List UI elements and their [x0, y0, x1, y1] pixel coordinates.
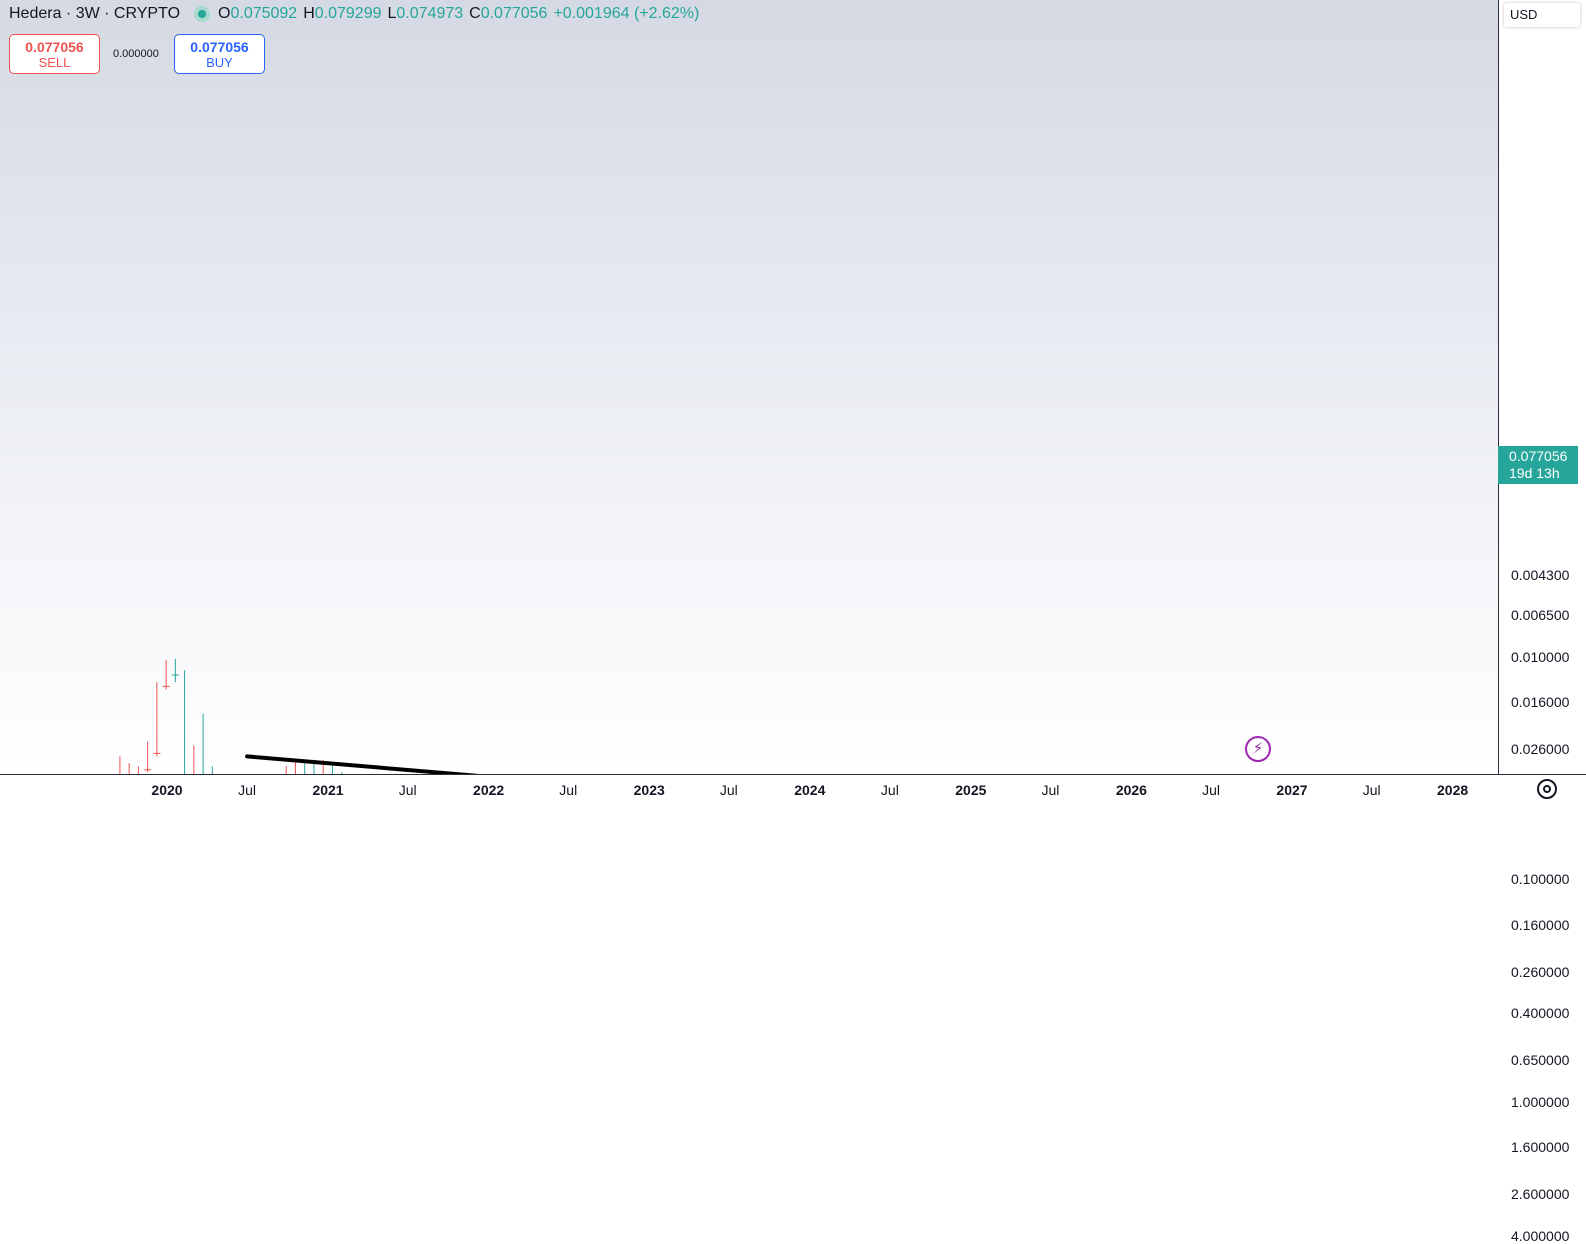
last-price-value: 0.077056	[1509, 448, 1568, 464]
candle	[285, 766, 287, 774]
buy-price: 0.077056	[190, 39, 249, 55]
spread-value: 0.000000	[113, 48, 159, 60]
close-label: C	[469, 5, 481, 22]
candle	[331, 763, 333, 774]
bar-countdown: 19d 13h	[1509, 465, 1560, 481]
price-tick-label: 1.000000	[1511, 1093, 1570, 1110]
open-label: O	[218, 5, 231, 22]
last-price-tag: 0.077056 19d 13h	[1498, 446, 1578, 484]
candle-body	[171, 674, 179, 676]
price-tick-label: 0.010000	[1511, 648, 1570, 665]
time-tick-label: 2022	[473, 782, 505, 798]
gear-icon[interactable]	[1537, 779, 1557, 799]
candle	[171, 658, 179, 683]
price-scale[interactable]: 4.000000 2.600000 1.600000 1.000000 0.650000…	[1498, 0, 1586, 1244]
sell-price: 0.077056	[25, 39, 84, 55]
time-tick-label: Jul	[1202, 782, 1220, 798]
candle-body	[144, 769, 152, 771]
lightning-icon[interactable]: ⚡	[1245, 736, 1271, 762]
candle	[193, 745, 195, 774]
high-label: H	[303, 5, 315, 22]
candle	[162, 659, 170, 690]
time-tick-label: Jul	[1041, 782, 1060, 798]
time-tick-label: Jul	[238, 782, 257, 798]
price-tick-label: 0.260000	[1511, 963, 1570, 980]
price-tick-label: 0.650000	[1511, 1052, 1570, 1069]
buy-button[interactable]: 0.077056 BUY	[174, 34, 265, 74]
symbol-title[interactable]: Hedera · 3W · CRYPTO	[9, 5, 181, 22]
price-tick-label: 0.006500	[1511, 607, 1570, 624]
candle-body	[153, 752, 161, 754]
time-tick-label: 2021	[312, 782, 344, 798]
time-scale[interactable]: 2020 Jul 2021 Jul 2022 Jul 2023 Jul 2024 Jul 2025 J…	[0, 774, 1586, 802]
buy-label: BUY	[206, 55, 233, 70]
chart-pane[interactable]: Hedera · 3W · CRYPTO O 0.075092 H 0.079299…	[0, 0, 1498, 774]
candle-body	[162, 685, 170, 687]
candlestick-chart[interactable]	[0, 0, 1498, 774]
price-tick-label: 0.400000	[1511, 1005, 1570, 1022]
candle	[153, 682, 161, 757]
time-tick-label: 2023	[633, 782, 665, 798]
sell-button[interactable]: 0.077056 SELL	[9, 34, 100, 74]
time-tick-label: 2026	[1115, 782, 1147, 798]
time-tick-label: Jul	[719, 782, 738, 798]
candle	[211, 766, 213, 774]
price-tick-label: 1.600000	[1511, 1139, 1570, 1156]
candle	[137, 766, 139, 774]
close-value: 0.077056	[480, 5, 548, 22]
candle	[119, 756, 121, 774]
high-value: 0.079299	[314, 5, 382, 22]
time-tick-label: Jul	[880, 782, 899, 798]
price-tick-label: 2.600000	[1511, 1186, 1570, 1203]
candle	[184, 670, 186, 774]
candle	[128, 763, 130, 774]
time-tick-label: 2024	[794, 782, 826, 798]
candle	[144, 741, 152, 773]
time-tick-label: 2028	[1437, 782, 1469, 798]
low-value: 0.074973	[396, 5, 464, 22]
time-tick-label: 2020	[151, 782, 183, 798]
price-tick-label: 0.100000	[1511, 871, 1570, 888]
time-tick-label: Jul	[398, 782, 417, 798]
open-value: 0.075092	[230, 5, 298, 22]
time-tick-label: 2027	[1276, 782, 1308, 798]
sell-label: SELL	[38, 55, 71, 70]
time-tick-label: Jul	[1362, 782, 1381, 798]
time-tick-label: Jul	[559, 782, 578, 798]
price-tick-label: 0.016000	[1511, 694, 1570, 711]
support-trendline[interactable]	[245, 754, 1312, 774]
time-tick-label: 2025	[955, 782, 987, 798]
price-tick-label: 0.004300	[1511, 567, 1570, 584]
price-tick-label: 0.026000	[1511, 741, 1570, 758]
market-status-icon[interactable]	[194, 6, 211, 22]
currency-dropdown[interactable]: USD	[1504, 3, 1580, 27]
candle	[202, 713, 204, 774]
symbol-legend: Hedera · 3W · CRYPTO O 0.075092 H 0.079299…	[9, 5, 699, 23]
price-tick-label: 4.000000	[1511, 1227, 1570, 1244]
change-value: +0.001964 (+2.62%)	[553, 5, 700, 22]
low-label: L	[387, 5, 397, 22]
price-tick-label: 0.160000	[1511, 916, 1570, 933]
candle	[294, 759, 296, 774]
